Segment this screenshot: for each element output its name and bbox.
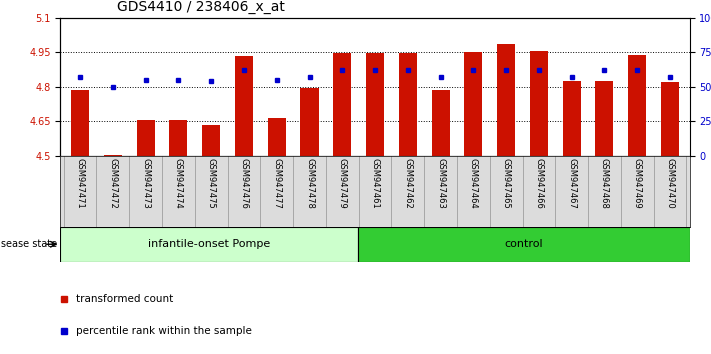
Bar <box>366 53 384 156</box>
Bar <box>60 227 358 262</box>
Bar <box>464 52 482 156</box>
Text: disease state: disease state <box>0 239 57 249</box>
Text: GSM947465: GSM947465 <box>502 158 510 209</box>
Bar <box>358 227 690 262</box>
Bar <box>399 53 417 156</box>
Text: GSM947469: GSM947469 <box>633 158 642 209</box>
Text: GSM947461: GSM947461 <box>370 158 380 209</box>
Bar <box>562 81 581 156</box>
Bar <box>333 53 351 156</box>
Text: GSM947464: GSM947464 <box>469 158 478 209</box>
Text: control: control <box>505 239 543 249</box>
Text: GSM947476: GSM947476 <box>240 158 248 209</box>
Bar <box>268 118 286 156</box>
Text: GSM947470: GSM947470 <box>665 158 675 209</box>
Bar <box>432 90 449 156</box>
Text: GSM947474: GSM947474 <box>174 158 183 209</box>
Bar <box>137 120 155 156</box>
Text: GSM947467: GSM947467 <box>567 158 576 209</box>
Text: transformed count: transformed count <box>76 294 173 304</box>
Text: percentile rank within the sample: percentile rank within the sample <box>76 326 252 336</box>
Bar <box>71 90 89 156</box>
Text: GDS4410 / 238406_x_at: GDS4410 / 238406_x_at <box>117 0 285 14</box>
Bar <box>530 51 548 156</box>
Bar <box>595 81 614 156</box>
Text: GSM947473: GSM947473 <box>141 158 150 209</box>
Bar <box>104 155 122 156</box>
Text: GSM947472: GSM947472 <box>108 158 117 209</box>
Bar <box>202 125 220 156</box>
Text: GSM947468: GSM947468 <box>600 158 609 209</box>
Bar <box>661 82 679 156</box>
Bar <box>301 88 319 156</box>
Bar <box>497 44 515 156</box>
Text: GSM947462: GSM947462 <box>403 158 412 209</box>
Text: GSM947471: GSM947471 <box>75 158 85 209</box>
Text: GSM947475: GSM947475 <box>207 158 215 209</box>
Bar <box>169 120 188 156</box>
Bar <box>629 55 646 156</box>
Text: GSM947479: GSM947479 <box>338 158 347 209</box>
Text: infantile-onset Pompe: infantile-onset Pompe <box>149 239 271 249</box>
Bar <box>235 56 253 156</box>
Text: GSM947466: GSM947466 <box>535 158 543 209</box>
Text: GSM947463: GSM947463 <box>436 158 445 209</box>
Text: GSM947477: GSM947477 <box>272 158 282 209</box>
Text: GSM947478: GSM947478 <box>305 158 314 209</box>
